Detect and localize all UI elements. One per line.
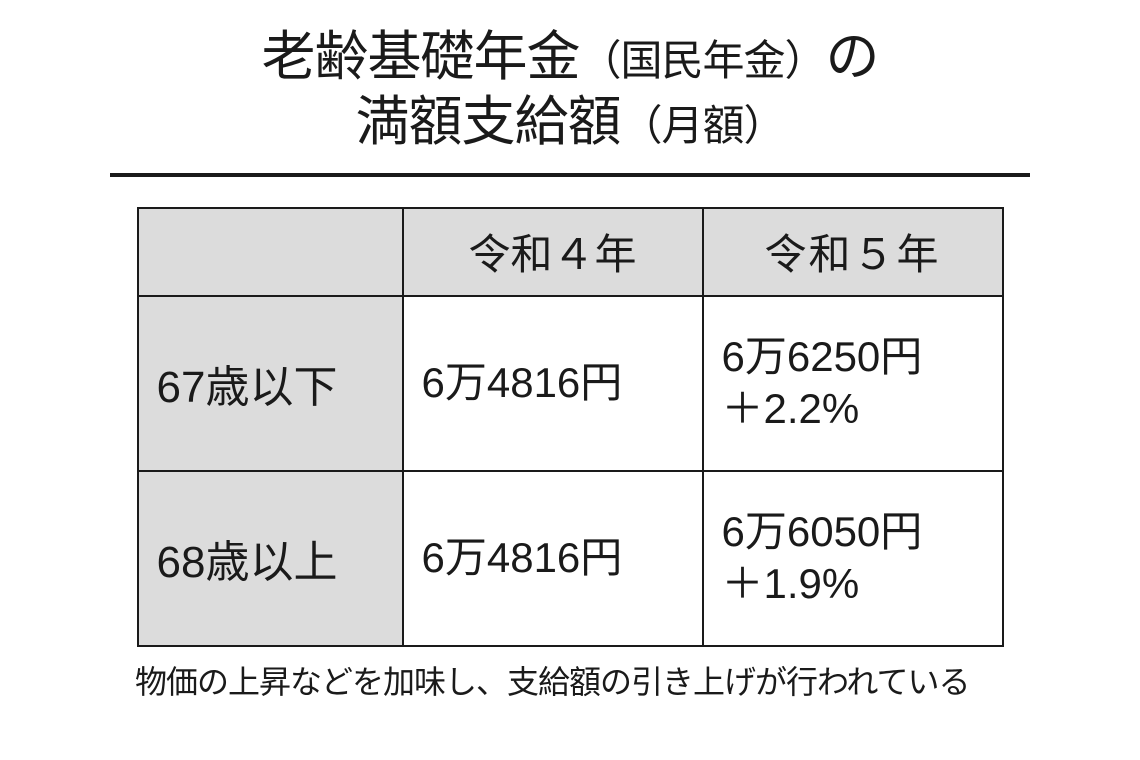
title-rule [110,173,1030,177]
cell-68above-r4: 6万4816円 [403,471,703,646]
pension-table: 令和４年 令和５年 67歳以下 6万4816円 6万6250円 ＋2.2% 68… [137,207,1004,647]
cell-68above-r5-amount: 6万6050円 [722,508,923,555]
title-line-2: 満額支給額（月額） [261,90,878,155]
table-header-row: 令和４年 令和５年 [138,208,1003,296]
cell-68above-r5: 6万6050円 ＋1.9% [703,471,1003,646]
title-line1-sub: （国民年金） [579,37,825,84]
cell-67below-r5-amount: 6万6250円 [722,333,923,380]
table-row: 68歳以上 6万4816円 6万6050円 ＋1.9% [138,471,1003,646]
cell-67below-r5: 6万6250円 ＋2.2% [703,296,1003,471]
title-line2-main: 満額支給額 [355,92,620,152]
header-reiwa5: 令和５年 [703,208,1003,296]
row-label-67below: 67歳以下 [138,296,403,471]
cell-67below-r5-pct: ＋2.2% [722,385,860,432]
title-line1-main: 老齢基礎年金 [261,27,579,87]
header-reiwa4: 令和４年 [403,208,703,296]
title-line1-tail: の [826,27,879,87]
table-title: 老齢基礎年金（国民年金）の 満額支給額（月額） [261,25,878,155]
title-line-1: 老齢基礎年金（国民年金）の [261,25,878,90]
title-line2-sub: （月額） [620,102,784,149]
table-row: 67歳以下 6万4816円 6万6250円 ＋2.2% [138,296,1003,471]
header-empty [138,208,403,296]
cell-68above-r5-pct: ＋1.9% [722,560,860,607]
footnote: 物価の上昇などを加味し、支給額の引き上げが行われている [135,657,1005,703]
cell-67below-r4: 6万4816円 [403,296,703,471]
row-label-68above: 68歳以上 [138,471,403,646]
